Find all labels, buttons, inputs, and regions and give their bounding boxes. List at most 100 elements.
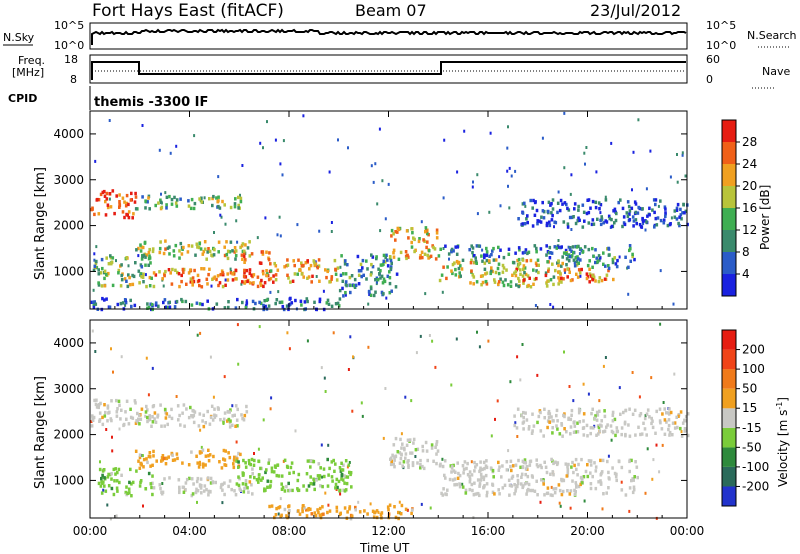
range-gate-cell <box>145 457 148 461</box>
range-gate-cell <box>424 230 427 234</box>
range-gate-cell <box>553 245 557 249</box>
range-gate-cell <box>185 407 188 411</box>
range-gate-cell <box>595 410 599 415</box>
colorbar-tick-label: 8 <box>742 245 750 259</box>
range-gate-cell <box>394 515 398 520</box>
range-gate-cell <box>152 271 156 275</box>
range-gate-cell <box>677 414 680 418</box>
range-gate-cell <box>232 462 235 466</box>
range-gate-cell <box>217 204 220 209</box>
range-gate-cell <box>333 469 336 473</box>
range-gate-cell <box>679 207 682 212</box>
range-gate-cell <box>241 482 245 486</box>
range-gate-cell <box>549 278 553 282</box>
range-gate-cell <box>390 459 393 464</box>
range-gate-cell <box>516 481 520 486</box>
range-gate-cell <box>520 472 524 476</box>
scatter-cell <box>384 387 387 390</box>
range-gate-cell <box>575 259 579 264</box>
range-gate-cell <box>335 505 339 510</box>
range-gate-cell <box>313 261 316 265</box>
range-gate-cell <box>475 244 479 248</box>
range-gate-cell <box>417 239 421 244</box>
range-gate-cell <box>419 466 422 470</box>
range-gate-cell <box>585 423 589 428</box>
scatter-cell <box>539 500 542 504</box>
colorbar-tick-label: 28 <box>742 135 757 149</box>
range-gate-cell <box>406 253 409 258</box>
range-gate-cell <box>575 467 578 472</box>
range-gate-cell <box>596 217 599 221</box>
range-gate-cell <box>536 493 539 497</box>
range-gate-cell <box>392 462 395 466</box>
range-gate-cell <box>343 489 347 493</box>
range-gate-cell <box>127 210 131 214</box>
range-gate-cell <box>526 214 529 218</box>
range-gate-cell <box>148 247 151 252</box>
range-gate-cell <box>667 411 670 415</box>
range-gate-cell <box>125 193 129 198</box>
range-gate-cell <box>555 462 559 467</box>
range-gate-cell <box>648 415 651 419</box>
range-gate-cell <box>551 431 554 435</box>
range-gate-cell <box>634 433 637 437</box>
range-gate-cell <box>231 414 234 418</box>
range-gate-cell <box>299 299 303 303</box>
range-gate-cell <box>595 433 598 437</box>
range-gate-cell <box>471 250 474 255</box>
range-gate-cell <box>485 459 488 463</box>
range-gate-cell <box>658 419 662 423</box>
range-gate-cell <box>334 272 338 276</box>
velocity-colorbar-label: Velocity [m s-1] <box>775 397 790 487</box>
range-gate-cell <box>103 476 106 480</box>
range-gate-cell <box>91 414 94 418</box>
range-gate-cell <box>138 281 141 285</box>
range-gate-cell <box>472 493 476 497</box>
range-gate-cell <box>485 271 489 275</box>
range-gate-cell <box>121 301 125 305</box>
range-gate-cell <box>130 482 133 486</box>
range-gate-cell <box>518 248 521 252</box>
range-gate-cell <box>381 281 385 285</box>
range-gate-cell <box>551 198 555 202</box>
range-gate-cell <box>303 300 307 304</box>
range-gate-cell <box>241 249 245 254</box>
range-gate-cell <box>92 415 96 420</box>
range-gate-cell <box>139 263 143 267</box>
range-gate-cell <box>290 301 294 305</box>
scatter-cell <box>361 414 364 418</box>
colorbar-swatch <box>722 208 736 230</box>
range-gate-cell <box>473 469 476 473</box>
range-gate-cell <box>297 472 301 477</box>
range-gate-cell <box>213 247 216 252</box>
scatter-cell <box>558 501 561 505</box>
range-gate-cell <box>224 283 227 287</box>
range-gate-cell <box>526 251 529 256</box>
range-gate-cell <box>498 492 501 496</box>
range-gate-cell <box>171 453 174 457</box>
scatter-cell <box>281 173 284 177</box>
range-gate-cell <box>522 278 526 282</box>
range-gate-cell <box>221 271 225 275</box>
range-gate-cell <box>140 245 143 249</box>
range-gate-cell <box>229 205 233 210</box>
scatter-cell <box>582 382 585 386</box>
range-gate-cell <box>525 418 529 422</box>
scatter-cell <box>235 219 238 223</box>
range-gate-cell <box>528 276 531 280</box>
range-gate-cell <box>578 420 582 424</box>
range-gate-cell <box>539 463 542 468</box>
range-gate-cell <box>280 300 284 304</box>
scatter-cell <box>229 267 232 271</box>
scatter-cell <box>681 153 684 157</box>
range-gate-cell <box>566 267 569 271</box>
scatter-cell <box>644 228 647 232</box>
colorbar-tick-label: 200 <box>742 343 765 357</box>
range-gate-cell <box>402 460 406 464</box>
range-gate-cell <box>168 305 172 309</box>
range-gate-cell <box>301 507 304 511</box>
range-gate-cell <box>566 222 570 226</box>
range-gate-cell <box>593 416 596 420</box>
range-gate-cell <box>243 260 246 264</box>
range-gate-cell <box>207 489 210 494</box>
